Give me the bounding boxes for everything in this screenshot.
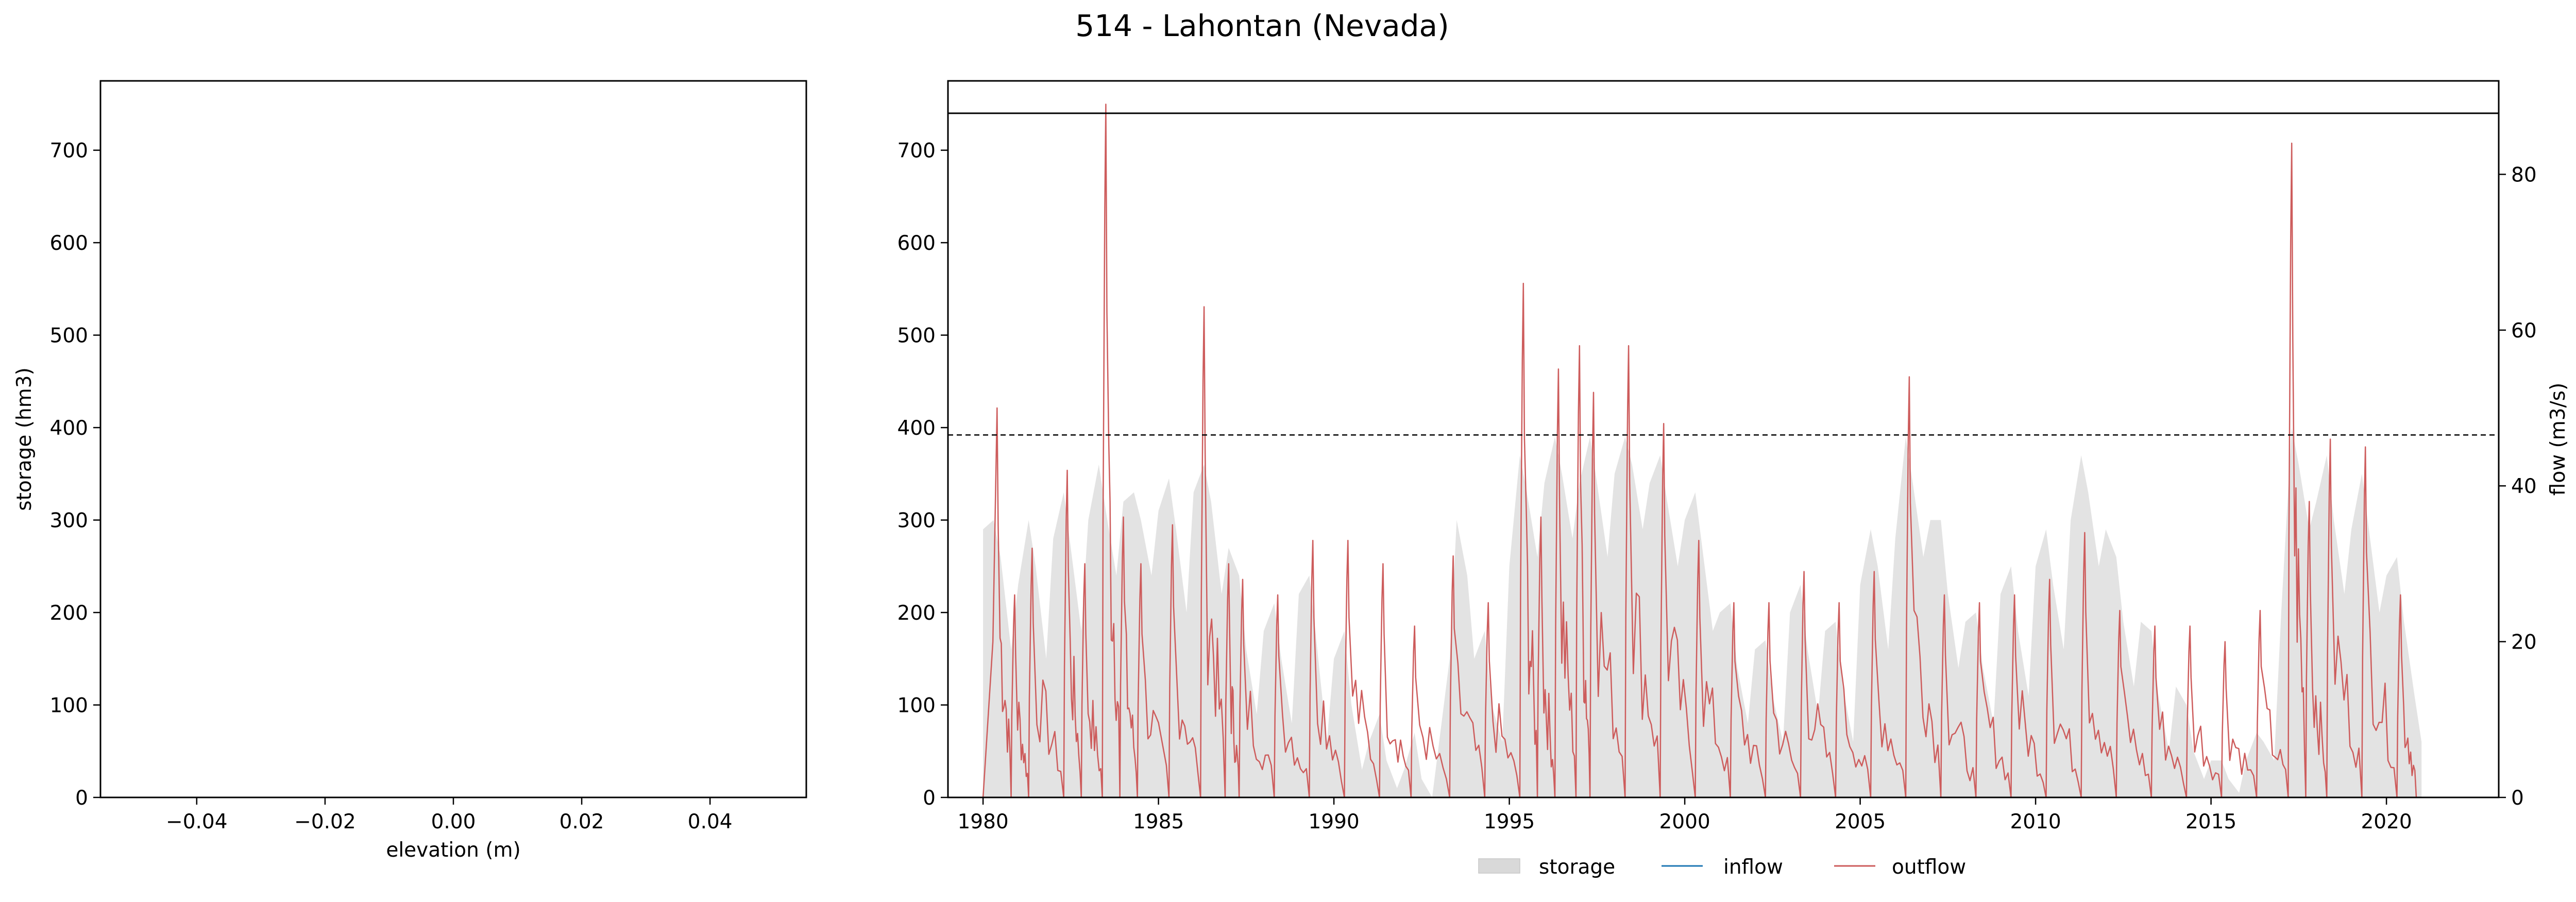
- storage-ytick-label: 0: [923, 787, 936, 810]
- flow-ytick-label: 40: [2511, 475, 2537, 498]
- storage-area: [983, 428, 2422, 797]
- year-tick-label: 2005: [1835, 810, 1886, 833]
- left-ytick-label: 500: [50, 325, 88, 348]
- left-ytick-label: 300: [50, 509, 88, 533]
- storage-ytick-label: 700: [897, 140, 936, 163]
- left-xtick-label: 0.04: [688, 810, 733, 833]
- left-ytick-label: 600: [50, 232, 88, 255]
- flow-ytick-label: 60: [2511, 319, 2537, 343]
- legend-storage-label: storage: [1539, 856, 1615, 879]
- storage-ytick-label: 200: [897, 602, 936, 625]
- flow-ytick-label: 0: [2511, 787, 2524, 810]
- left-xtick-label: −0.02: [294, 810, 356, 833]
- left-ytick-label: 0: [75, 787, 88, 810]
- legend-inflow-label: inflow: [1723, 856, 1783, 879]
- storage-ytick-label: 600: [897, 232, 936, 255]
- left-axes: 0 100 200 300 400 500 600 700 −0.04 −0.02 0.00 0.02…: [13, 80, 807, 862]
- right-plot-frame: [947, 80, 2500, 798]
- left-xtick-label: 0.02: [560, 810, 604, 833]
- left-ytick-label: 200: [50, 602, 88, 625]
- storage-ytick-label: 500: [897, 325, 936, 348]
- storage-ytick-label: 100: [897, 694, 936, 718]
- flow-ytick-label: 80: [2511, 163, 2537, 186]
- left-xaxis-label: elevation (m): [386, 839, 520, 862]
- left-ytick-label: 100: [50, 694, 88, 718]
- year-tick-label: 1980: [957, 810, 1008, 833]
- storage-ytick-label: 300: [897, 509, 936, 533]
- year-tick-label: 2010: [2010, 810, 2061, 833]
- left-xtick-label: 0.00: [431, 810, 476, 833]
- year-tick-label: 2015: [2185, 810, 2236, 833]
- year-tick-label: 1990: [1308, 810, 1359, 833]
- outflow-line: [982, 104, 2420, 798]
- flow-ytick-label: 20: [2511, 631, 2537, 654]
- left-xtick-label: −0.04: [166, 810, 228, 833]
- figure-title: 514 - Lahontan (Nevada): [1075, 8, 1449, 43]
- right-axes: 0 100 200 300 400 500 600 700 0 20 40 60 80 1980 1985 1…: [897, 80, 2570, 833]
- left-yaxis-label: storage (hm3): [13, 367, 36, 511]
- legend: storage inflow outflow: [1478, 856, 1966, 879]
- left-ytick-label: 700: [50, 140, 88, 163]
- storage-ytick-label: 400: [897, 417, 936, 440]
- flow-axis-label: flow (m3/s): [2547, 383, 2570, 496]
- year-tick-label: 1985: [1133, 810, 1184, 833]
- legend-storage-swatch: [1478, 858, 1520, 874]
- left-ytick-label: 400: [50, 417, 88, 440]
- legend-outflow-label: outflow: [1892, 856, 1966, 879]
- year-tick-label: 2000: [1659, 810, 1710, 833]
- year-tick-label: 2020: [2361, 810, 2412, 833]
- left-plot-frame: [99, 80, 807, 798]
- year-tick-label: 1995: [1484, 810, 1535, 833]
